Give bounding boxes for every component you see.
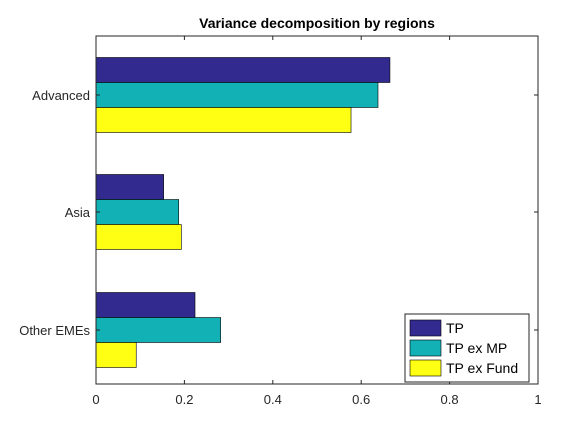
y-axis: Advanced Asia Other EMEs: [19, 88, 538, 338]
bar: [95, 82, 379, 108]
bar: [95, 317, 221, 343]
plot-frame: [95, 35, 539, 385]
legend-label: TP ex MP: [446, 340, 507, 356]
legend-swatch: [409, 319, 442, 337]
x-axis: 0 0.2 0.4 0.6 0.8 1: [92, 36, 542, 407]
x-tick-label: 0.6: [352, 392, 370, 407]
legend-swatch: [409, 339, 442, 357]
bar: [95, 199, 179, 225]
bar: [95, 57, 391, 83]
bar: [95, 342, 137, 368]
bar: [95, 174, 164, 200]
legend: TP TP ex MP TP ex Fund: [404, 313, 530, 383]
x-tick-label: 1: [534, 392, 541, 407]
legend-label: TP: [446, 320, 464, 336]
y-tick-label: Other EMEs: [19, 323, 90, 338]
y-tick-label: Asia: [65, 205, 91, 220]
bar: [95, 224, 182, 250]
y-tick-label: Advanced: [32, 88, 90, 103]
x-tick-label: 0.8: [441, 392, 459, 407]
x-tick-label: 0: [92, 392, 99, 407]
chart-title: Variance decomposition by regions: [199, 15, 435, 31]
legend-label: TP ex Fund: [446, 360, 518, 376]
x-tick-label: 0.4: [264, 392, 282, 407]
bar: [95, 107, 352, 133]
bars-layer: [95, 57, 391, 368]
x-tick-label: 0.2: [175, 392, 193, 407]
legend-swatch: [409, 359, 442, 377]
bar: [95, 292, 196, 318]
